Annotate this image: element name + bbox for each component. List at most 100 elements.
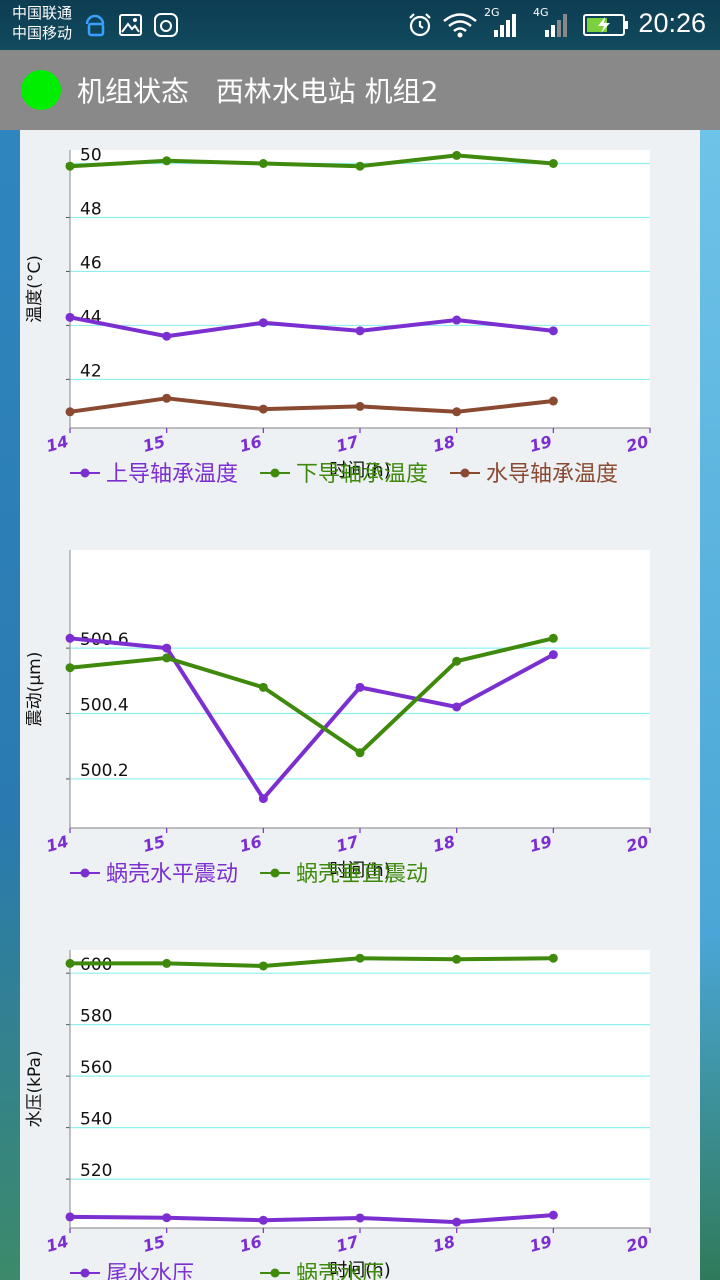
legend-marker-dot [270, 1268, 280, 1278]
chart-list[interactable]: 42 44 46 48 50 14 15 16 17 18 19 20 温度(°C) 时间(h) 上导轴承温… [20, 130, 700, 1280]
x-tick-label: 20 [624, 832, 650, 856]
data-point [355, 1213, 365, 1223]
data-point [258, 794, 268, 804]
x-tick-label: 18 [431, 1232, 457, 1256]
x-tick-label: 16 [237, 432, 263, 456]
data-point [162, 653, 172, 663]
series-line [70, 956, 554, 968]
x-axis-label: 时间(h) [329, 860, 390, 881]
signal-icon [494, 14, 516, 37]
y-axis-label: 温度(°C) [25, 255, 45, 323]
data-point [162, 1213, 172, 1223]
app-icon [154, 13, 178, 37]
x-axis-label: 时间(h) [329, 460, 390, 481]
data-point [65, 663, 75, 673]
legend-marker-dot [270, 868, 280, 878]
legend-label: 水导轴承温度 [486, 462, 618, 487]
legend-marker-dot [460, 468, 470, 478]
data-point [548, 953, 558, 963]
x-tick-label: 17 [334, 1232, 361, 1256]
data-point [65, 1212, 75, 1222]
carrier-info: 中国联通 中国移动 [12, 3, 72, 43]
unit-status-indicator [21, 70, 61, 110]
data-point [452, 1217, 462, 1227]
key-icon [85, 14, 105, 37]
series-line [69, 636, 555, 801]
data-point [452, 656, 462, 666]
x-tick-label: 19 [527, 832, 553, 856]
data-point [355, 682, 365, 692]
network-type-2: 4G [533, 6, 549, 19]
data-point [258, 961, 268, 971]
x-tick-label: 19 [527, 1232, 553, 1256]
legend-marker-dot [270, 468, 280, 478]
x-tick-label: 14 [44, 1232, 70, 1256]
data-point [65, 633, 75, 643]
legend-marker-dot [80, 1268, 90, 1278]
legend-label: 蜗壳垂直震动 [296, 862, 428, 887]
data-point [452, 702, 462, 712]
x-tick-label: 17 [334, 432, 361, 456]
x-tick-label: 20 [624, 432, 650, 456]
legend-label: 蜗壳水压 [296, 1262, 384, 1280]
data-point [452, 407, 462, 417]
series-line [69, 636, 554, 755]
x-tick-label: 14 [44, 832, 70, 856]
page-title: 机组状态 西林水电站 机组2 [77, 75, 439, 108]
x-tick-label: 16 [237, 1232, 263, 1256]
data-point [162, 156, 172, 166]
data-point [65, 312, 75, 322]
carrier-1: 中国联通 [12, 4, 73, 22]
y-tick-label: 540 [80, 1110, 112, 1130]
data-point [258, 1215, 268, 1225]
legend-marker-dot [80, 868, 90, 878]
y-tick-label: 46 [80, 253, 102, 273]
status-bar: 中国联通 中国移动 2G 4G [0, 0, 720, 50]
y-tick-label: 560 [80, 1058, 112, 1078]
data-point [258, 318, 268, 328]
data-point [162, 393, 172, 403]
series-line [69, 153, 554, 169]
data-point [548, 396, 558, 406]
y-tick-label: 42 [80, 361, 102, 381]
x-axis-label: 时间(h) [329, 1260, 390, 1280]
data-point [258, 158, 268, 168]
x-tick-label: 15 [141, 1232, 167, 1256]
plot-area [70, 150, 650, 428]
data-point [548, 326, 558, 336]
data-point [162, 331, 172, 341]
legend-label: 蜗壳水平震动 [106, 862, 238, 887]
y-tick-label: 500.2 [80, 761, 129, 781]
legend-label: 下导轴承温度 [296, 462, 428, 487]
data-point [355, 161, 365, 171]
signal-icon [545, 14, 567, 37]
alarm-icon [409, 13, 431, 37]
data-point [162, 643, 172, 653]
y-axis-label: 水压(kPa) [25, 1050, 45, 1127]
background-right [700, 130, 720, 1280]
data-point [452, 150, 462, 160]
x-tick-label: 18 [431, 832, 457, 856]
plot-area [70, 950, 650, 1228]
y-tick-label: 520 [80, 1161, 112, 1181]
y-tick-label: 580 [80, 1007, 112, 1027]
data-point [258, 404, 268, 414]
carrier-2: 中国移动 [12, 24, 73, 42]
data-point [355, 953, 365, 963]
data-point [162, 958, 172, 968]
battery-charging-icon [583, 14, 628, 36]
data-point [355, 401, 365, 411]
x-tick-label: 15 [141, 432, 167, 456]
x-tick-label: 19 [527, 432, 553, 456]
data-point [548, 1210, 558, 1220]
data-point [65, 161, 75, 171]
data-point [452, 954, 462, 964]
network-type-1: 2G [484, 6, 500, 19]
data-point [548, 633, 558, 643]
x-tick-label: 20 [624, 1232, 650, 1256]
data-point [548, 650, 558, 660]
x-tick-label: 18 [431, 432, 457, 456]
image-icon [119, 14, 142, 36]
data-point [452, 315, 462, 325]
